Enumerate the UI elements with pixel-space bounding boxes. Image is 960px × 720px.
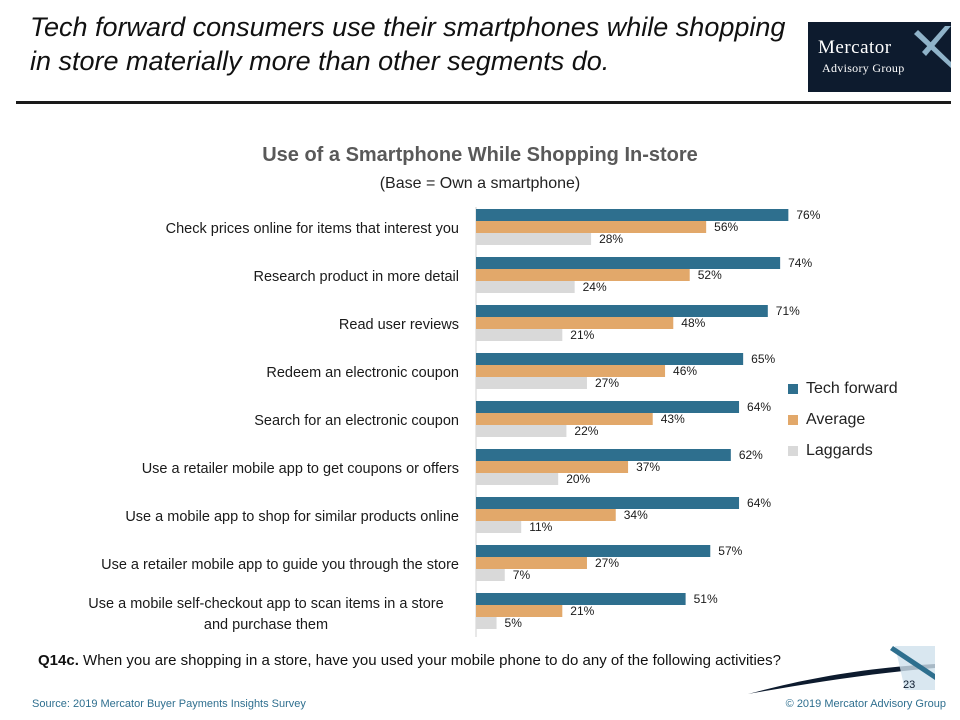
data-label-tech-forward: 76% xyxy=(796,208,820,222)
logo-x-mark-icon xyxy=(914,26,951,68)
data-label-tech-forward: 51% xyxy=(694,592,718,606)
chart-subtitle: (Base = Own a smartphone) xyxy=(379,175,581,192)
category-label: Read user reviews xyxy=(339,317,459,333)
bar-laggards xyxy=(476,377,587,389)
bar-tech-forward xyxy=(476,353,744,365)
legend-swatch-laggards xyxy=(788,445,798,456)
data-label-average: 21% xyxy=(570,604,594,618)
category-label: Research product in more detail xyxy=(253,269,459,285)
data-label-tech-forward: 64% xyxy=(747,496,771,510)
data-label-average: 37% xyxy=(636,460,660,474)
bar-laggards xyxy=(476,473,559,485)
data-label-laggards: 5% xyxy=(505,616,523,630)
bar-laggards xyxy=(476,521,522,533)
data-label-average: 27% xyxy=(595,556,619,570)
bar-laggards xyxy=(476,329,563,341)
data-label-laggards: 22% xyxy=(574,424,598,438)
data-label-tech-forward: 71% xyxy=(776,304,800,318)
bar-tech-forward xyxy=(476,305,768,317)
legend-item-tech-forward: Tech forward xyxy=(788,373,898,404)
chart-title: Use of a Smartphone While Shopping In-st… xyxy=(262,144,698,166)
category-label: Use a retailer mobile app to guide you t… xyxy=(101,557,459,573)
bar-average xyxy=(476,605,563,617)
mercator-logo: Mercator Advisory Group xyxy=(808,22,951,92)
data-label-laggards: 21% xyxy=(570,328,594,342)
bar-tech-forward xyxy=(476,449,731,461)
slide-headline: Tech forward consumers use their smartph… xyxy=(30,12,786,76)
data-label-laggards: 28% xyxy=(599,232,623,246)
bar-tech-forward xyxy=(476,257,781,269)
bar-laggards xyxy=(476,569,505,581)
bar-average xyxy=(476,413,653,425)
question-label: Q14c. xyxy=(38,652,79,669)
data-label-average: 46% xyxy=(673,364,697,378)
survey-question: Q14c. When you are shopping in a store, … xyxy=(38,651,828,671)
bar-tech-forward xyxy=(476,209,789,221)
data-label-tech-forward: 62% xyxy=(739,448,763,462)
data-label-tech-forward: 57% xyxy=(718,544,742,558)
data-label-average: 34% xyxy=(624,508,648,522)
data-label-laggards: 20% xyxy=(566,472,590,486)
legend-label-tech-forward: Tech forward xyxy=(806,379,898,397)
data-label-laggards: 7% xyxy=(513,568,531,582)
data-label-average: 52% xyxy=(698,268,722,282)
bar-laggards xyxy=(476,233,592,245)
bar-tech-forward xyxy=(476,593,686,605)
bar-average xyxy=(476,557,587,569)
bar-laggards xyxy=(476,281,575,293)
bar-tech-forward xyxy=(476,545,711,557)
bar-average xyxy=(476,269,690,281)
source-note: Source: 2019 Mercator Buyer Payments Ins… xyxy=(32,698,306,710)
data-label-average: 56% xyxy=(714,220,738,234)
category-label: Search for an electronic coupon xyxy=(254,413,459,429)
question-text: When you are shopping in a store, have y… xyxy=(83,652,781,669)
bar-tech-forward xyxy=(476,497,740,509)
legend-item-laggards: Laggards xyxy=(788,435,898,466)
category-label: Use a mobile app to shop for similar pro… xyxy=(125,509,459,525)
data-label-average: 48% xyxy=(681,316,705,330)
data-label-tech-forward: 74% xyxy=(788,256,812,270)
logo-line1: Mercator xyxy=(818,37,892,58)
logo-line2: Advisory Group xyxy=(822,61,905,75)
category-label: Use a retailer mobile app to get coupons… xyxy=(142,461,459,477)
bar-laggards xyxy=(476,425,567,437)
data-label-tech-forward: 64% xyxy=(747,400,771,414)
category-label: Use a mobile self-checkout app to scan i… xyxy=(88,596,443,633)
legend-label-average: Average xyxy=(806,410,866,428)
data-label-laggards: 11% xyxy=(529,520,552,534)
copyright-note: © 2019 Mercator Advisory Group xyxy=(785,698,946,710)
legend-swatch-tech-forward xyxy=(788,383,798,394)
bar-average xyxy=(476,509,616,521)
page-number: 23 xyxy=(903,679,916,691)
chart-legend: Tech forward Average Laggards xyxy=(788,373,898,466)
bar-average xyxy=(476,317,674,329)
category-label: Redeem an electronic coupon xyxy=(266,365,459,381)
header-divider xyxy=(16,101,951,104)
category-label: Check prices online for items that inter… xyxy=(166,221,459,237)
legend-swatch-average xyxy=(788,414,798,425)
bar-average xyxy=(476,365,666,377)
bar-laggards xyxy=(476,617,497,629)
data-label-average: 43% xyxy=(661,412,685,426)
data-label-laggards: 24% xyxy=(583,280,607,294)
data-label-tech-forward: 65% xyxy=(751,352,775,366)
bar-tech-forward xyxy=(476,401,740,413)
legend-label-laggards: Laggards xyxy=(806,441,873,459)
data-label-laggards: 27% xyxy=(595,376,619,390)
legend-item-average: Average xyxy=(788,404,898,435)
bar-average xyxy=(476,221,707,233)
bar-average xyxy=(476,461,629,473)
